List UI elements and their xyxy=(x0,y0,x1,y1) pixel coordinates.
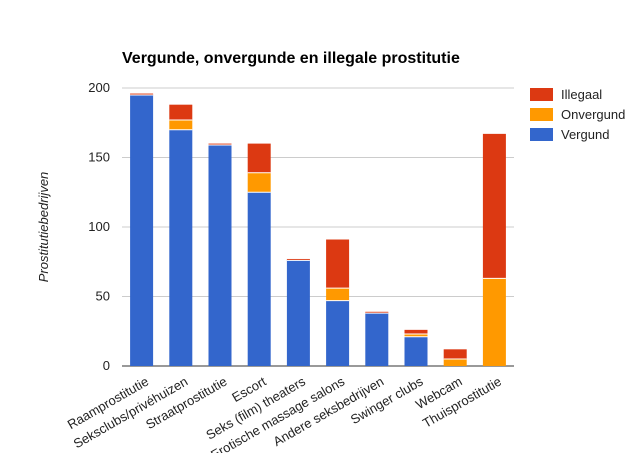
bar-segment xyxy=(247,172,271,193)
legend-swatch xyxy=(530,88,553,101)
bar-segment xyxy=(326,300,350,366)
bar-segment xyxy=(208,143,232,145)
bar-segment xyxy=(247,192,271,366)
bar-segment xyxy=(482,278,506,366)
y-axis-ticks: 0 50 100 150 200 xyxy=(88,80,110,373)
bar-segment xyxy=(404,336,428,366)
bar-segment xyxy=(169,104,193,120)
legend: Illegaal Onvergund Vergund xyxy=(530,87,625,142)
bar-segment xyxy=(130,93,154,95)
legend-label: Vergund xyxy=(561,127,609,142)
legend-label: Onvergund xyxy=(561,107,625,122)
bar-segment xyxy=(286,260,310,366)
legend-swatch xyxy=(530,128,553,141)
bar-segment xyxy=(130,94,154,366)
chart-title: Vergunde, onvergunde en illegale prostit… xyxy=(122,50,460,67)
x-axis-ticks: RaamprostitutieSeksclubs/privéhuizenStra… xyxy=(65,373,504,453)
bar-segment xyxy=(365,311,389,314)
bar-segment xyxy=(443,359,467,366)
bar-segment xyxy=(365,313,389,366)
bar-segment xyxy=(208,144,232,366)
y-axis-label: Prostitutiebedrijven xyxy=(36,172,51,283)
bar-segment xyxy=(247,143,271,173)
y-tick-label: 50 xyxy=(96,289,110,304)
y-tick-label: 0 xyxy=(103,358,110,373)
bar-segment xyxy=(286,258,310,261)
bar-segment xyxy=(326,239,350,289)
y-tick-label: 100 xyxy=(88,219,110,234)
bar-segment xyxy=(169,129,193,366)
y-tick-label: 150 xyxy=(88,150,110,165)
bar-segment xyxy=(404,334,428,337)
bar-segment xyxy=(326,288,350,301)
legend-swatch xyxy=(530,108,553,121)
bar-segment xyxy=(443,349,467,360)
bar-segment xyxy=(404,329,428,335)
y-tick-label: 200 xyxy=(88,80,110,95)
bar-segment xyxy=(482,133,506,279)
bar-segment xyxy=(169,119,193,130)
legend-label: Illegaal xyxy=(561,87,602,102)
bars xyxy=(130,93,506,366)
